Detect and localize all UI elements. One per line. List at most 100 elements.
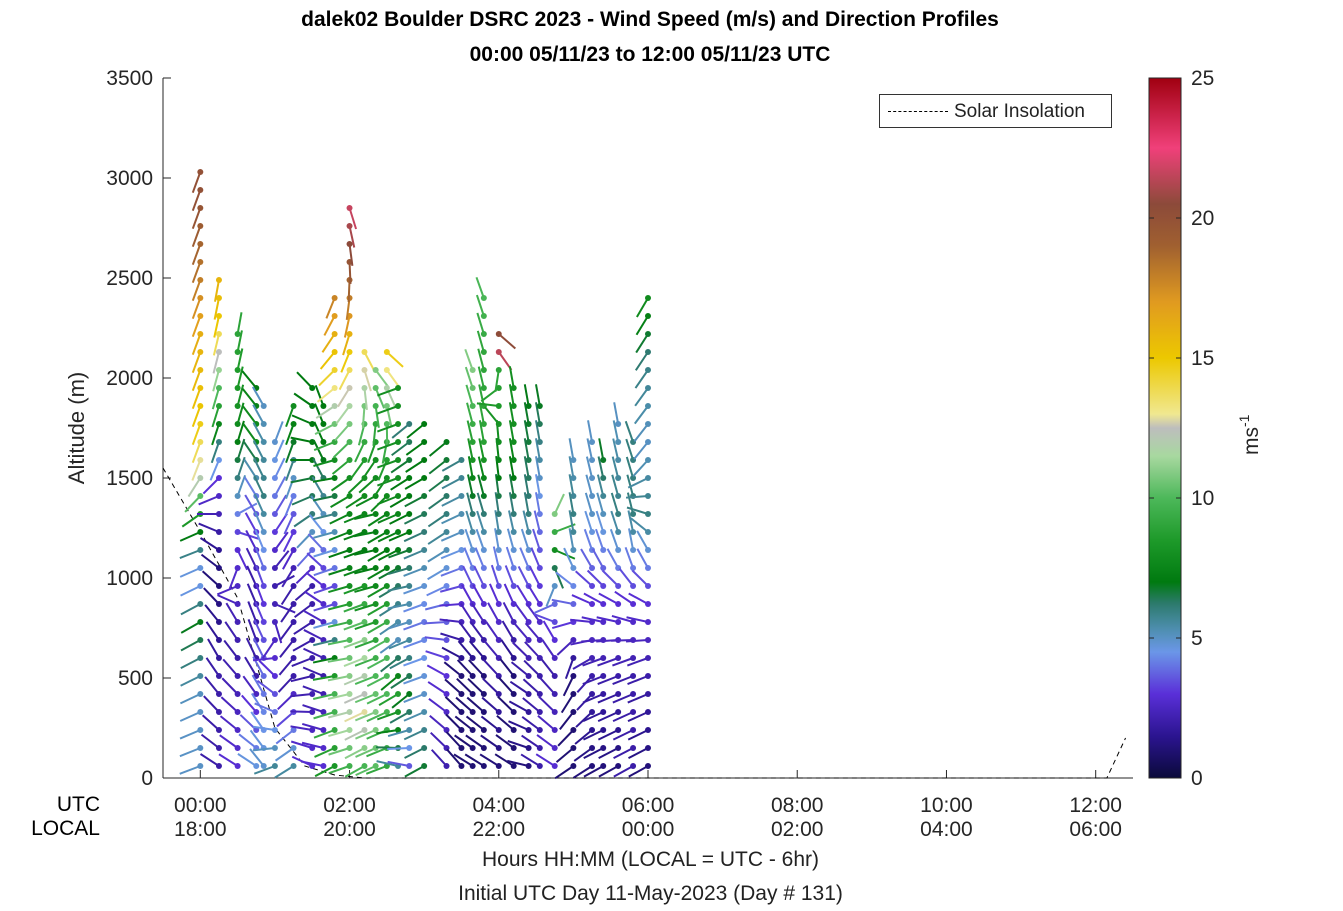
wind-barb xyxy=(376,729,399,735)
wind-point xyxy=(570,655,577,661)
wind-barb xyxy=(612,438,620,461)
wind-barb xyxy=(245,637,258,659)
wind-barb xyxy=(574,729,593,745)
wind-point xyxy=(443,439,450,445)
wind-point xyxy=(495,637,502,643)
wind-barb xyxy=(252,657,276,662)
wind-point xyxy=(372,385,379,391)
wind-point xyxy=(600,763,607,769)
wind-point xyxy=(458,493,465,499)
wind-barb xyxy=(425,650,447,659)
wind-barb xyxy=(243,441,258,461)
wind-barb xyxy=(633,423,649,442)
wind-point xyxy=(383,547,390,553)
wind-barb xyxy=(302,685,324,695)
wind-point xyxy=(645,619,651,625)
wind-barb xyxy=(635,333,649,354)
wind-barb xyxy=(627,693,649,704)
wind-point xyxy=(346,349,353,355)
y-tick-label: 2500 xyxy=(106,267,153,290)
wind-barb xyxy=(283,513,295,535)
wind-barb xyxy=(507,740,529,749)
wind-barb xyxy=(596,616,619,623)
wind-barb xyxy=(251,674,265,695)
wind-barb xyxy=(539,676,556,695)
wind-barb xyxy=(568,438,575,461)
wind-point xyxy=(260,763,267,769)
wind-point xyxy=(495,583,502,589)
wind-point xyxy=(271,673,278,679)
wind-barb xyxy=(242,675,258,695)
wind-barb xyxy=(582,675,604,685)
wind-barb xyxy=(312,657,335,664)
wind-barb xyxy=(249,729,265,749)
wind-point xyxy=(395,709,402,715)
wind-point xyxy=(331,763,338,769)
wind-barb xyxy=(522,697,541,713)
wind-point xyxy=(197,475,204,481)
wind-point xyxy=(443,673,450,679)
wind-point xyxy=(331,475,338,481)
wind-barb xyxy=(528,565,541,587)
wind-barb xyxy=(563,547,575,569)
colorbar-tick-label: 20 xyxy=(1191,207,1214,230)
wind-point xyxy=(260,709,267,715)
wind-point xyxy=(197,241,204,247)
wind-point xyxy=(600,601,607,607)
wind-point xyxy=(346,529,353,535)
wind-barb xyxy=(344,711,365,723)
wind-barb xyxy=(500,639,515,659)
wind-point xyxy=(290,763,297,769)
wind-point xyxy=(615,619,622,625)
wind-point xyxy=(234,403,241,409)
wind-point xyxy=(406,493,413,499)
wind-point xyxy=(215,367,222,373)
wind-barb xyxy=(191,189,202,212)
wind-point xyxy=(630,583,637,589)
wind-barb xyxy=(535,474,541,497)
wind-barb xyxy=(313,639,335,647)
wind-point xyxy=(536,583,543,589)
wind-point xyxy=(290,421,297,427)
wind-barb xyxy=(201,714,220,731)
wind-barb xyxy=(611,614,634,623)
wind-barb xyxy=(245,547,258,569)
wind-point xyxy=(615,745,622,751)
wind-barb xyxy=(211,405,220,428)
wind-point xyxy=(525,691,532,697)
wind-barb xyxy=(635,315,649,336)
wind-barb xyxy=(564,657,575,680)
wind-point xyxy=(234,763,241,769)
wind-point xyxy=(361,367,368,373)
wind-point xyxy=(510,529,517,535)
wind-point xyxy=(469,511,476,517)
wind-point xyxy=(197,745,204,751)
wind-point xyxy=(421,475,428,481)
wind-point xyxy=(361,709,368,715)
wind-barb xyxy=(274,476,287,497)
wind-point xyxy=(346,421,353,427)
wind-point xyxy=(234,601,241,607)
wind-barb xyxy=(319,351,336,370)
wind-point xyxy=(645,529,651,535)
wind-point xyxy=(469,709,476,715)
wind-barb xyxy=(209,459,220,481)
wind-barb xyxy=(343,603,365,613)
wind-point xyxy=(600,565,607,571)
wind-point xyxy=(346,241,353,247)
wind-point xyxy=(536,511,543,517)
wind-point xyxy=(346,457,353,463)
wind-point xyxy=(253,763,260,769)
wind-barb xyxy=(211,387,220,410)
wind-point xyxy=(383,601,390,607)
wind-point xyxy=(421,763,428,769)
wind-point xyxy=(589,439,596,445)
wind-point xyxy=(361,691,368,697)
wind-point xyxy=(361,439,368,445)
wind-barb xyxy=(582,693,604,704)
wind-barb xyxy=(316,387,336,403)
wind-point xyxy=(215,565,222,571)
wind-point xyxy=(630,529,637,535)
wind-barb xyxy=(180,603,201,616)
wind-barb xyxy=(179,765,201,775)
